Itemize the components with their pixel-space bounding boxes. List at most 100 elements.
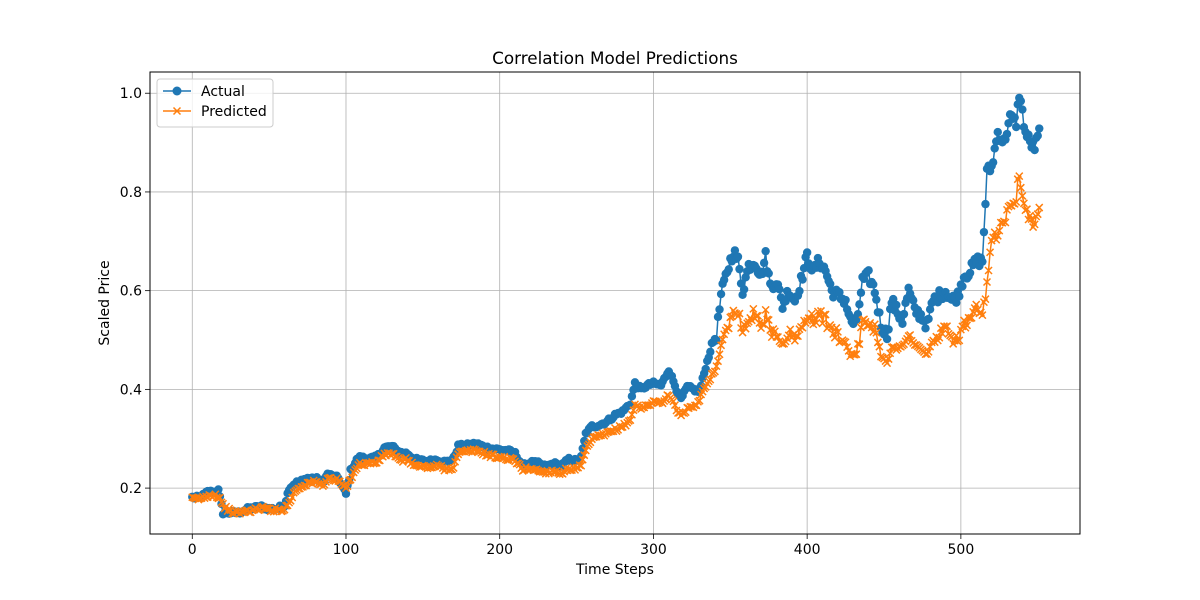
chart-title: Correlation Model Predictions	[492, 48, 738, 68]
data-point-predicted	[967, 313, 976, 322]
data-point-actual	[909, 296, 918, 305]
series-predicted	[188, 172, 1044, 518]
data-point-predicted	[1015, 172, 1024, 181]
data-point-actual	[735, 264, 744, 274]
x-tick-label: 200	[486, 542, 513, 558]
data-point-predicted	[786, 325, 795, 334]
x-tick-label: 0	[188, 542, 197, 558]
data-point-predicted	[804, 314, 813, 323]
data-point-predicted	[262, 504, 271, 513]
data-point-predicted	[449, 463, 458, 472]
data-point-predicted	[348, 473, 357, 482]
grid	[150, 72, 1080, 534]
data-point-actual	[580, 436, 589, 446]
data-point-actual	[778, 304, 787, 314]
data-point-predicted	[1001, 218, 1010, 227]
data-point-predicted	[764, 315, 773, 325]
data-point-predicted	[855, 340, 864, 349]
data-point-predicted	[627, 410, 636, 419]
data-point-predicted	[820, 310, 829, 319]
data-point-actual	[864, 266, 873, 275]
data-point-actual	[724, 265, 733, 274]
legend-label-predicted: Predicted	[201, 104, 267, 120]
data-point-actual	[802, 248, 812, 257]
y-tick-label: 0.8	[120, 185, 142, 201]
data-point-predicted	[906, 330, 915, 340]
data-point-predicted	[962, 321, 972, 330]
data-point-predicted	[578, 455, 587, 464]
data-point-predicted	[363, 459, 372, 468]
data-point-actual	[1030, 145, 1039, 155]
data-point-predicted	[798, 323, 807, 332]
data-point-predicted	[1033, 210, 1042, 219]
data-point-predicted	[1018, 191, 1027, 200]
data-point-actual	[795, 286, 804, 296]
data-point-actual	[1002, 129, 1012, 139]
data-point-actual	[1018, 105, 1027, 114]
data-point-predicted	[717, 341, 726, 350]
data-point-predicted	[749, 304, 758, 313]
data-point-actual	[855, 300, 864, 309]
data-point-predicted	[772, 332, 781, 341]
data-point-predicted	[981, 295, 990, 304]
data-point-predicted	[793, 332, 802, 341]
data-point-actual	[993, 127, 1002, 137]
data-point-actual	[925, 305, 935, 314]
data-point-actual	[981, 199, 990, 209]
data-point-actual	[1035, 124, 1044, 133]
data-point-predicted	[1027, 215, 1036, 224]
data-point-predicted	[424, 463, 434, 472]
y-tick-label: 0.6	[120, 284, 142, 300]
data-point-actual	[214, 485, 223, 494]
data-point-predicted	[813, 307, 822, 316]
data-point-predicted	[724, 324, 733, 333]
data-point-predicted	[986, 248, 995, 257]
x-tick-label: 100	[333, 542, 360, 558]
data-point-predicted	[343, 482, 352, 491]
data-point-actual	[716, 289, 726, 299]
data-point-predicted	[866, 318, 875, 327]
data-point-predicted	[807, 309, 816, 318]
data-point-predicted	[577, 461, 586, 470]
data-point-predicted	[357, 460, 366, 469]
data-point-predicted	[955, 336, 964, 345]
data-point-predicted	[643, 401, 652, 410]
data-point-predicted	[790, 336, 799, 345]
data-point-actual	[739, 285, 749, 294]
data-point-predicted	[761, 305, 770, 314]
data-point-actual	[965, 268, 975, 278]
data-point-actual	[761, 246, 770, 256]
data-point-predicted	[715, 350, 724, 359]
data-point-predicted	[872, 328, 881, 337]
data-point-actual	[924, 314, 933, 324]
data-point-predicted	[959, 316, 968, 325]
data-point-predicted	[1035, 203, 1044, 212]
data-point-actual	[921, 324, 930, 333]
data-point-actual	[899, 309, 909, 319]
data-point-predicted	[581, 446, 590, 455]
data-point-predicted	[792, 331, 801, 341]
data-point-predicted	[849, 350, 858, 359]
data-point-actual	[884, 325, 893, 334]
legend-marker-predicted	[172, 106, 182, 116]
data-point-actual	[759, 258, 769, 268]
data-point-predicted	[713, 357, 723, 366]
data-point-actual	[841, 295, 850, 305]
legend: Actual Predicted	[156, 78, 274, 128]
data-point-predicted	[374, 456, 383, 465]
data-point-actual	[875, 308, 884, 317]
data-point-predicted	[1022, 205, 1032, 214]
data-point-predicted	[752, 311, 761, 320]
data-point-predicted	[1016, 183, 1025, 192]
data-point-actual	[764, 269, 773, 278]
data-point-actual	[715, 305, 724, 314]
data-point-predicted	[472, 446, 481, 456]
data-point-actual	[341, 489, 351, 498]
data-point-actual	[916, 309, 926, 319]
y-axis-label: Scaled Price	[97, 260, 113, 345]
data-point-actual	[882, 334, 892, 344]
data-point-actual	[730, 246, 740, 255]
data-point-predicted	[1019, 199, 1028, 208]
data-point-actual	[892, 300, 901, 310]
